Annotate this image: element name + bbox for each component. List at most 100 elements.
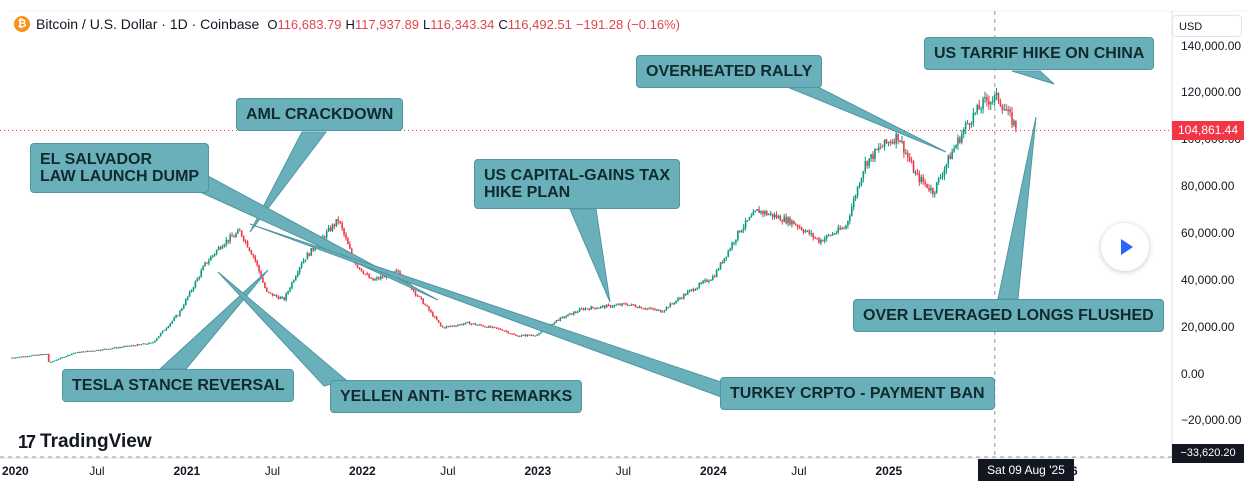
candle-body (412, 289, 415, 292)
candle-body (55, 359, 58, 361)
candle-body (700, 283, 702, 285)
candle-body (266, 287, 268, 292)
candle-body (526, 334, 529, 337)
candle-body (567, 314, 569, 317)
candle-body (248, 247, 251, 251)
candle-body (34, 354, 36, 356)
candle-body (171, 320, 174, 324)
candle-body (252, 254, 255, 257)
candle-body (264, 282, 266, 288)
candle-body (746, 220, 749, 222)
x-tick-label: 2024 (700, 464, 727, 478)
candle-body (856, 186, 859, 196)
candle-body (92, 350, 94, 352)
candle-body (665, 307, 668, 311)
candle-body (269, 292, 272, 294)
annotation-yellen: YELLEN ANTI- BTC REMARKS (330, 380, 583, 413)
candle-body (582, 308, 585, 310)
candle-body (692, 289, 695, 291)
candle-body (304, 259, 307, 261)
currency-label[interactable]: USD (1172, 15, 1242, 37)
candle-body (111, 348, 114, 350)
candle-body (912, 161, 915, 173)
axis-bottom-tag: −33,620.20 (1172, 444, 1244, 463)
candle-body (655, 309, 658, 311)
candle-body (617, 304, 619, 306)
candle-body (646, 308, 648, 310)
candle-body (518, 336, 521, 338)
candle-body (740, 230, 743, 233)
tradingview-logo[interactable]: 17 TradingView (18, 431, 152, 453)
candle-body (88, 350, 91, 352)
candle-body (134, 345, 137, 347)
x-tick-label: 2021 (173, 464, 201, 478)
candle-body (383, 275, 386, 278)
y-tick-label: 0.00 (1181, 366, 1205, 381)
candle-body (829, 235, 832, 237)
candle-body (789, 217, 791, 225)
candle-body (84, 351, 87, 353)
candle-body (594, 307, 596, 309)
candle-body (609, 305, 612, 308)
candle-body (294, 276, 297, 281)
candle-body (988, 100, 990, 105)
ohlc-key: O (267, 16, 278, 32)
candle-body (905, 152, 907, 154)
candle-body (760, 210, 762, 213)
candle-body (1009, 109, 1011, 113)
candle-body (215, 250, 218, 254)
candle-body (482, 325, 484, 327)
candle-body (183, 305, 185, 309)
candle-body (285, 293, 287, 301)
candle-body (571, 313, 573, 315)
candle-body (920, 177, 923, 182)
symbol-title[interactable]: Bitcoin / U.S. Dollar · 1D · Coinbase (36, 16, 260, 32)
candle-body (764, 211, 766, 214)
candle-body (267, 291, 270, 293)
candle-body (462, 323, 465, 325)
candle-body (708, 280, 710, 282)
candle-body (509, 333, 511, 335)
candle-body (273, 294, 276, 296)
candle-body (461, 324, 463, 326)
candle-body (260, 271, 262, 279)
candle-body (891, 141, 894, 144)
candle-body (161, 330, 164, 334)
candle-body (445, 326, 448, 328)
candle-body (632, 304, 635, 306)
candle-body (553, 321, 556, 325)
candle-body (785, 216, 787, 224)
scroll-to-realtime-button[interactable] (1101, 223, 1149, 271)
candle-body (379, 276, 382, 279)
candle-body (794, 224, 797, 226)
candle-body (262, 278, 264, 283)
candle-body (1007, 109, 1009, 111)
candle-body (443, 327, 446, 329)
candle-body (883, 139, 886, 147)
candle-body (208, 260, 210, 264)
y-tick-label: 40,000.00 (1181, 272, 1235, 287)
candle-body (76, 352, 79, 354)
candle-body (497, 328, 500, 330)
candle-body (520, 335, 523, 337)
candle-body (480, 324, 482, 326)
candle-body (849, 215, 851, 221)
candle-body (953, 148, 955, 152)
annotation-turkey: TURKEY CRPTO - PAYMENT BAN (720, 377, 995, 410)
candle-body (426, 304, 428, 307)
candle-body (271, 293, 274, 296)
candle-body (901, 141, 903, 143)
candle-body (623, 303, 625, 305)
candle-body (592, 306, 594, 308)
candle-body (766, 211, 768, 215)
candle-body (677, 298, 679, 301)
candle-body (333, 224, 336, 227)
current-price-tag: 104,861.44 (1172, 121, 1244, 140)
candle-body (38, 354, 40, 356)
candle-body (221, 246, 224, 249)
candle-body (293, 280, 295, 283)
candle-body (659, 309, 662, 313)
play-icon (1121, 239, 1133, 255)
candle-body (188, 291, 191, 297)
candle-body (63, 357, 65, 359)
